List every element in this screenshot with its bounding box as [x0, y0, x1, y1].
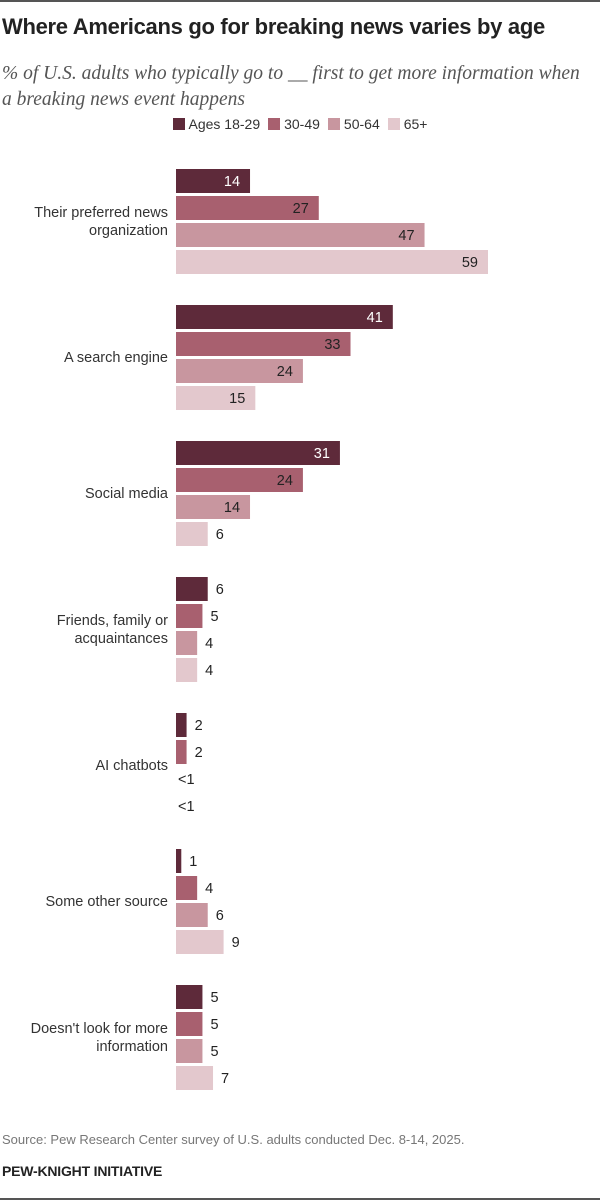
legend: Ages 18-29 30-49 50-64 65+	[0, 116, 600, 132]
category-label: Social media	[85, 486, 169, 502]
bar	[176, 305, 393, 329]
data-label: 27	[293, 201, 309, 217]
data-label: 24	[277, 473, 293, 489]
bar	[176, 196, 319, 220]
bar	[176, 169, 251, 193]
legend-label: Ages 18-29	[188, 116, 261, 132]
category-label: AI chatbots	[95, 758, 168, 774]
bar	[176, 903, 208, 927]
data-label: 14	[224, 500, 240, 516]
bar	[176, 386, 256, 410]
data-label: 33	[324, 337, 340, 353]
chart-title: Where Americans go for breaking news var…	[2, 14, 545, 39]
bar	[176, 250, 488, 274]
bar	[176, 985, 203, 1009]
bar	[176, 468, 303, 492]
bar	[176, 713, 187, 737]
legend-label: 50-64	[343, 116, 380, 132]
legend-swatch	[387, 118, 400, 130]
data-label: 15	[229, 391, 245, 407]
chart-subtitle: % of U.S. adults who typically go to __ …	[2, 63, 580, 110]
data-label: 31	[314, 446, 330, 462]
category-label: Friends, family or acquaintances	[57, 613, 168, 647]
legend-label: 30-49	[284, 116, 320, 132]
legend-swatch	[327, 118, 340, 130]
bar	[176, 658, 198, 682]
data-label: 7	[221, 1071, 229, 1087]
bar	[176, 495, 251, 519]
data-label: 6	[216, 908, 224, 924]
top-rule	[0, 0, 600, 2]
legend-item: 50-64	[327, 116, 380, 132]
category-label: Their preferred news organization	[34, 205, 168, 239]
legend-item: 65+	[387, 116, 428, 132]
bar	[176, 876, 198, 900]
bar-chart: Their preferred news organization14274759…	[31, 169, 488, 1090]
bar	[176, 522, 208, 546]
bar	[176, 441, 340, 465]
bar	[176, 1012, 203, 1036]
legend-swatch	[268, 118, 281, 130]
category-label: A search engine	[64, 350, 168, 366]
bar	[176, 577, 208, 601]
legend-item: Ages 18-29	[172, 116, 261, 132]
bar	[176, 849, 182, 873]
bar	[176, 1039, 203, 1063]
data-label: 4	[205, 881, 213, 897]
data-label: 4	[205, 663, 213, 679]
data-label: <1	[178, 772, 195, 788]
data-label: 2	[195, 718, 203, 734]
data-label: 9	[232, 935, 240, 951]
legend-swatch	[172, 118, 185, 130]
bar	[176, 930, 224, 954]
category-label: Some other source	[45, 894, 168, 910]
legend-label: 65+	[403, 116, 428, 132]
data-label: 59	[462, 255, 478, 271]
bottom-rule	[0, 1198, 600, 1200]
legend-item: 30-49	[268, 116, 320, 132]
bar	[176, 740, 187, 764]
data-label: 6	[216, 527, 224, 543]
data-label: 2	[195, 745, 203, 761]
data-label: 5	[210, 609, 218, 625]
bar	[176, 223, 425, 247]
bar	[176, 1066, 214, 1090]
data-label: 5	[210, 1044, 218, 1060]
data-label: 4	[205, 636, 213, 652]
data-label: 1	[189, 854, 197, 870]
data-label: 6	[216, 582, 224, 598]
bar	[176, 332, 351, 356]
category-label: Doesn't look for more information	[31, 1021, 168, 1055]
brand-label: PEW-KNIGHT INITIATIVE	[2, 1163, 163, 1179]
data-label: 41	[367, 310, 383, 326]
data-label: 24	[277, 364, 293, 380]
data-label: 47	[398, 228, 414, 244]
source-note: Source: Pew Research Center survey of U.…	[2, 1132, 465, 1147]
data-label: 5	[210, 990, 218, 1006]
data-label: 14	[224, 174, 240, 190]
data-label: 5	[210, 1017, 218, 1033]
data-label: <1	[178, 799, 195, 815]
bar	[176, 604, 203, 628]
bar	[176, 359, 303, 383]
bar	[176, 631, 198, 655]
